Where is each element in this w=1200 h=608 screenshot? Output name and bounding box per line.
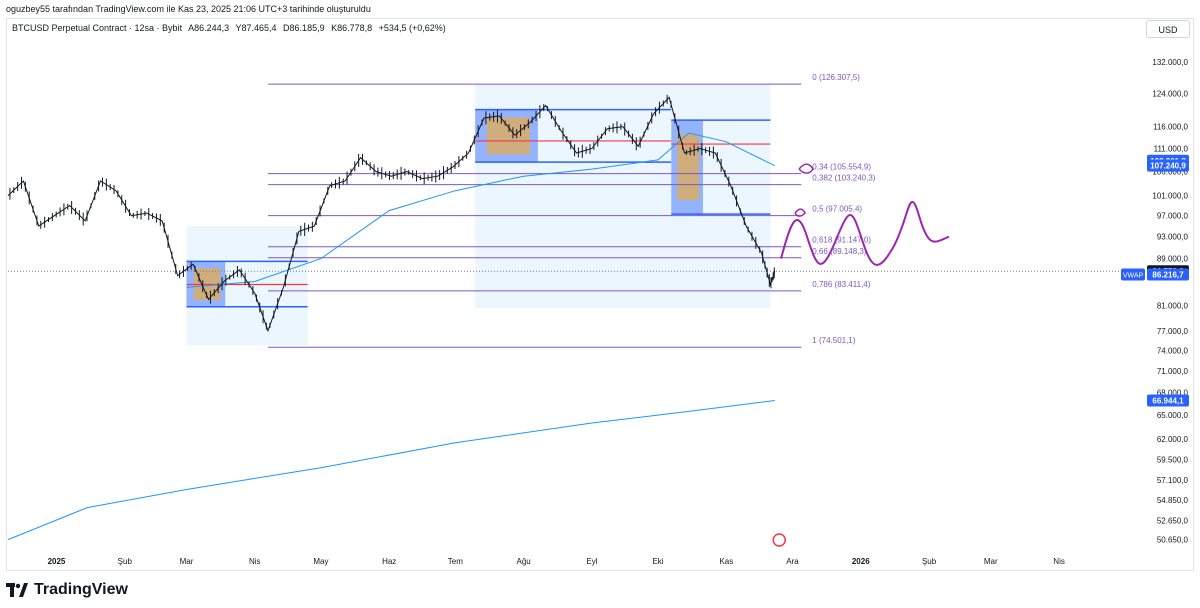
y-tick-label: 50.650,0 xyxy=(1157,536,1189,545)
y-tick-label: 68.000,0 xyxy=(1157,389,1189,398)
price-candles xyxy=(7,94,776,333)
x-tick-label: Mar xyxy=(180,557,194,566)
x-tick-label: Tem xyxy=(448,557,463,566)
fib-label-0: 0 (126.307,5) xyxy=(812,73,860,82)
ohlc-open: A86.244,3 xyxy=(188,23,230,33)
x-tick-label: Kas xyxy=(719,557,733,566)
fibonacci-retracement: 0 (126.307,5) 0,34 (105.554,9) 0,382 (103.… xyxy=(8,73,1134,348)
ohlc-close: K86.778,8 xyxy=(331,23,373,33)
price-badge-value: 66.944,1 xyxy=(1152,397,1184,406)
profile-volume-1 xyxy=(486,117,531,155)
fib-label-0-786: 0,786 (83.411,4) xyxy=(812,280,870,289)
x-tick-label: Mar xyxy=(984,557,998,566)
x-tick-label: May xyxy=(313,557,328,566)
y-tick-label: 57.100,0 xyxy=(1157,476,1189,485)
vwap-anchored-line xyxy=(186,132,776,288)
price-line xyxy=(7,96,776,333)
ohlc-low: D86.185,9 xyxy=(283,23,325,33)
x-tick-label: Şub xyxy=(922,557,937,566)
vwap-lines xyxy=(7,132,776,541)
fib-label-1: 1 (74.501,1) xyxy=(812,336,855,345)
volume-profiles xyxy=(186,84,771,346)
y-tick-label: 93.000,0 xyxy=(1157,233,1189,242)
projection-marks xyxy=(794,163,814,217)
x-tick-label: 2025 xyxy=(48,557,66,566)
chart-pane[interactable] xyxy=(6,18,1194,571)
price-badge xyxy=(1147,159,1189,172)
symbol-header[interactable]: BTCUSD Perpetual Contract · 12sa · Bybit… xyxy=(12,23,450,33)
y-tick-label: 54.850,0 xyxy=(1157,496,1189,505)
price-badge-value: 86.216,7 xyxy=(1152,270,1184,279)
footer-brand: TradingView xyxy=(6,578,128,602)
x-tick-label: Nis xyxy=(1053,557,1065,566)
y-tick-label: 116.000,0 xyxy=(1153,123,1189,132)
y-tick-label: 111.000,0 xyxy=(1154,145,1189,154)
price-badge xyxy=(1147,394,1189,407)
x-tick-label: Ara xyxy=(786,557,799,566)
price-axis: 132.000,0 124.000,0 116.000,0 111.000,0 106.… xyxy=(1152,58,1188,544)
fib-label-0-382: 0,382 (103.240,3) xyxy=(812,174,875,183)
y-tick-label: 77.000,0 xyxy=(1157,327,1189,336)
x-tick-label: Nis xyxy=(249,557,261,566)
x-tick-label: Haz xyxy=(382,557,396,566)
price-badges: 108.301,8107.240,986.778,886.216,7VWAP66… xyxy=(1121,154,1189,407)
tradingview-logo-icon xyxy=(6,583,28,597)
x-tick-label: Eyl xyxy=(586,557,597,566)
x-tick-label: Şub xyxy=(118,557,133,566)
chart-attribution: oguzbey55 tarafından TradingView.com ile… xyxy=(6,4,371,14)
y-tick-label: 89.000,0 xyxy=(1157,255,1189,264)
vwap-long-line xyxy=(7,400,775,541)
event-flag-icon xyxy=(772,533,786,547)
x-tick-label: Eki xyxy=(652,557,663,566)
y-tick-label: 65.000,0 xyxy=(1157,411,1189,420)
currency-selector[interactable]: USD xyxy=(1146,20,1190,38)
y-tick-label: 101.000,0 xyxy=(1152,192,1188,201)
y-tick-label: 106.000,0 xyxy=(1152,167,1188,176)
vwap-tag-label: VWAP xyxy=(1123,272,1144,279)
footer-brand-text: TradingView xyxy=(34,581,128,598)
y-tick-label: 62.000,0 xyxy=(1157,435,1189,444)
ohlc-high: Y87.465,4 xyxy=(235,23,277,33)
y-tick-label: 52.650,0 xyxy=(1157,516,1189,525)
x-tick-label: Ağu xyxy=(517,557,531,566)
y-tick-label: 132.000,0 xyxy=(1152,58,1188,67)
y-tick-label: 71.000,0 xyxy=(1157,367,1189,376)
fib-label-0-618: 0,618 (91.147,0) xyxy=(812,236,871,245)
fib-label-0-5: 0,5 (97.005,4) xyxy=(812,205,862,214)
fib-label-0-66: 0,66 (89.148,3) xyxy=(812,247,867,256)
freehand-drawing xyxy=(780,163,950,266)
y-tick-label: 97.000,0 xyxy=(1157,212,1189,221)
fib-label-0-34: 0,34 (105.554,9) xyxy=(812,163,871,172)
y-tick-label: 59.500,0 xyxy=(1157,455,1189,464)
price-badge-value: 107.240,9 xyxy=(1150,162,1186,171)
symbol-name[interactable]: BTCUSD Perpetual Contract · 12sa · Bybit xyxy=(12,23,183,33)
vwap-tag xyxy=(1121,268,1145,281)
y-tick-label: 124.000,0 xyxy=(1152,89,1188,98)
y-tick-label: 81.000,0 xyxy=(1157,302,1189,311)
price-change: +534,5 (+0,62%) xyxy=(378,23,446,33)
price-badge xyxy=(1147,268,1189,281)
time-axis: 2025 Şub Mar Nis May Haz Tem Ağu Eyl Eki Kas Ara 202… xyxy=(48,533,1065,566)
x-tick-label: 2026 xyxy=(852,557,870,566)
y-tick-label: 74.000,0 xyxy=(1157,347,1189,356)
projection-drawing xyxy=(780,200,950,266)
